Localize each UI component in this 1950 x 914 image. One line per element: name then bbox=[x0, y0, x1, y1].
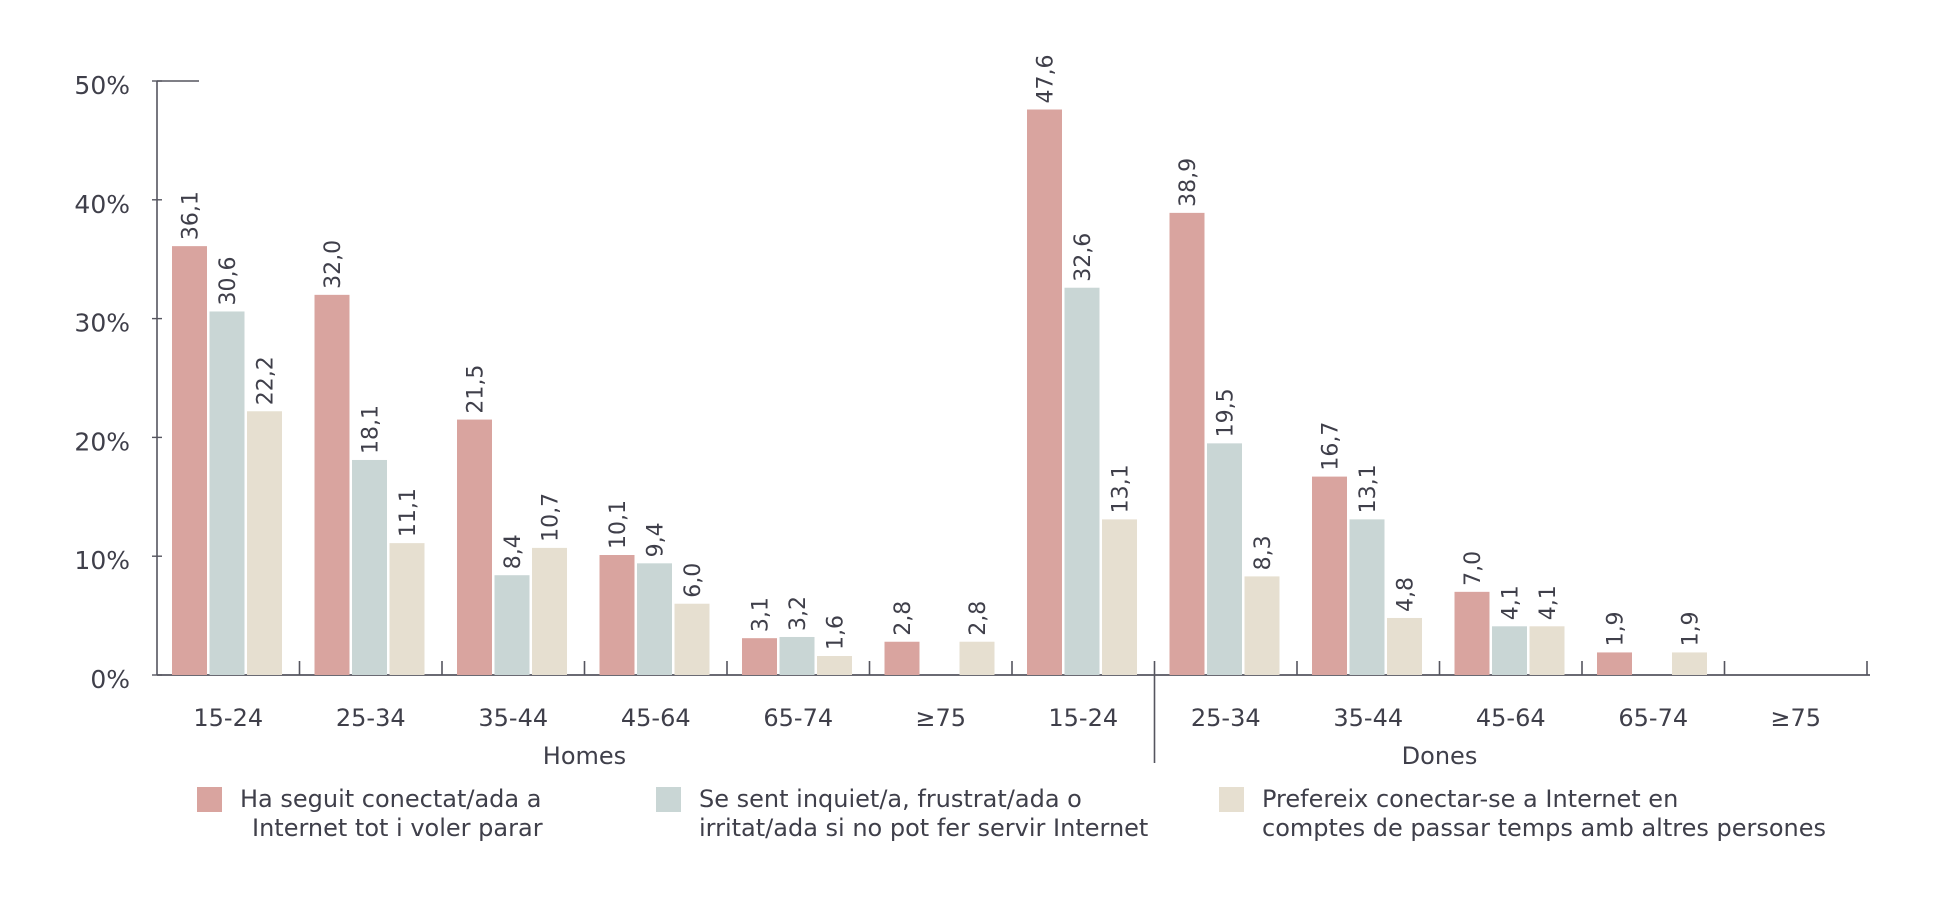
bar bbox=[779, 636, 815, 675]
data-label: 2,8 bbox=[891, 601, 916, 636]
bar bbox=[637, 563, 672, 675]
data-label: 7,0 bbox=[1461, 551, 1486, 586]
group-label: Dones bbox=[1402, 742, 1478, 770]
legend-label: comptes de passar temps amb altres perso… bbox=[1262, 814, 1826, 842]
bar bbox=[172, 246, 207, 675]
y-tick-label: 30% bbox=[74, 309, 130, 338]
legend-label: Ha seguit conectat/ada a bbox=[240, 785, 541, 813]
bar bbox=[1492, 626, 1527, 675]
bar bbox=[599, 555, 635, 675]
bar bbox=[1207, 443, 1242, 675]
x-category-label: 45-64 bbox=[621, 704, 691, 732]
bar bbox=[314, 294, 350, 675]
x-category-label: ≥75 bbox=[1770, 704, 1821, 732]
bar bbox=[884, 641, 920, 675]
legend-label: Se sent inquiet/a, frustrat/ada o bbox=[699, 785, 1082, 813]
y-tick-label: 10% bbox=[74, 546, 130, 575]
bar bbox=[817, 655, 852, 675]
y-tick-label: 0% bbox=[90, 665, 130, 694]
x-category-label: ≥75 bbox=[915, 704, 966, 732]
data-label: 21,5 bbox=[464, 365, 489, 414]
bar bbox=[959, 641, 995, 675]
bar bbox=[1027, 109, 1062, 675]
bar bbox=[247, 411, 282, 675]
bar bbox=[742, 638, 777, 675]
data-label: 36,1 bbox=[179, 191, 204, 240]
y-tick-label: 40% bbox=[74, 190, 130, 219]
legend-label: Internet tot i voler parar bbox=[252, 814, 543, 842]
data-label: 4,8 bbox=[1394, 577, 1419, 612]
legend-swatch bbox=[656, 787, 681, 812]
x-category-label: 15-24 bbox=[1048, 704, 1118, 732]
bar bbox=[1244, 576, 1280, 675]
data-label: 4,1 bbox=[1499, 585, 1524, 620]
data-label: 8,3 bbox=[1251, 535, 1276, 570]
x-category-label: 65-74 bbox=[1618, 704, 1688, 732]
data-label: 1,6 bbox=[824, 615, 849, 650]
data-label: 3,1 bbox=[749, 597, 774, 632]
x-category-label: 35-44 bbox=[1333, 704, 1403, 732]
data-label: 32,6 bbox=[1071, 233, 1096, 282]
legend-swatch bbox=[197, 787, 222, 812]
x-category-label: 35-44 bbox=[478, 704, 548, 732]
legend-label: irritat/ada si no pot fer servir Interne… bbox=[699, 814, 1148, 842]
bar bbox=[1387, 617, 1422, 675]
bar bbox=[1169, 212, 1205, 676]
bar bbox=[1454, 591, 1490, 675]
data-label: 18,1 bbox=[359, 405, 384, 454]
y-tick-label: 50% bbox=[74, 71, 130, 100]
data-label: 2,8 bbox=[966, 601, 991, 636]
bar bbox=[1349, 519, 1385, 675]
bar bbox=[1064, 287, 1100, 675]
x-category-label: 65-74 bbox=[763, 704, 833, 732]
data-label: 9,4 bbox=[644, 522, 669, 557]
data-label: 13,1 bbox=[1109, 464, 1134, 513]
data-label: 1,9 bbox=[1604, 611, 1629, 646]
y-tick-label: 20% bbox=[74, 427, 130, 456]
data-label: 3,2 bbox=[786, 596, 811, 631]
bar bbox=[1672, 652, 1707, 675]
group-label: Homes bbox=[543, 742, 626, 770]
bar bbox=[532, 547, 567, 675]
bar bbox=[389, 543, 425, 675]
data-label: 32,0 bbox=[321, 240, 346, 289]
bar bbox=[1312, 476, 1347, 675]
data-label: 8,4 bbox=[501, 534, 526, 569]
data-label: 30,6 bbox=[216, 256, 241, 305]
bar bbox=[494, 575, 530, 675]
bar bbox=[674, 603, 710, 675]
data-label: 11,1 bbox=[396, 488, 421, 537]
bar bbox=[1529, 626, 1565, 675]
x-category-label: 25-34 bbox=[336, 704, 406, 732]
data-label: 47,6 bbox=[1034, 55, 1059, 104]
bar bbox=[457, 419, 492, 675]
bar bbox=[1597, 652, 1632, 675]
data-label: 38,9 bbox=[1176, 158, 1201, 207]
x-category-label: 25-34 bbox=[1191, 704, 1261, 732]
data-label: 10,7 bbox=[539, 493, 564, 542]
data-label: 13,1 bbox=[1356, 464, 1381, 513]
bar bbox=[1102, 519, 1137, 675]
x-category-label: 45-64 bbox=[1476, 704, 1546, 732]
legend-label: Prefereix conectar-se a Internet en bbox=[1262, 785, 1678, 813]
bar bbox=[352, 459, 387, 675]
data-label: 19,5 bbox=[1214, 388, 1239, 437]
legend-swatch bbox=[1219, 787, 1244, 812]
data-label: 10,1 bbox=[606, 500, 631, 549]
data-label: 22,2 bbox=[254, 356, 279, 405]
data-label: 4,1 bbox=[1536, 585, 1561, 620]
data-label: 1,9 bbox=[1679, 611, 1704, 646]
data-label: 6,0 bbox=[681, 563, 706, 598]
data-label: 16,7 bbox=[1319, 422, 1344, 471]
x-category-label: 15-24 bbox=[193, 704, 263, 732]
bar bbox=[209, 311, 245, 675]
